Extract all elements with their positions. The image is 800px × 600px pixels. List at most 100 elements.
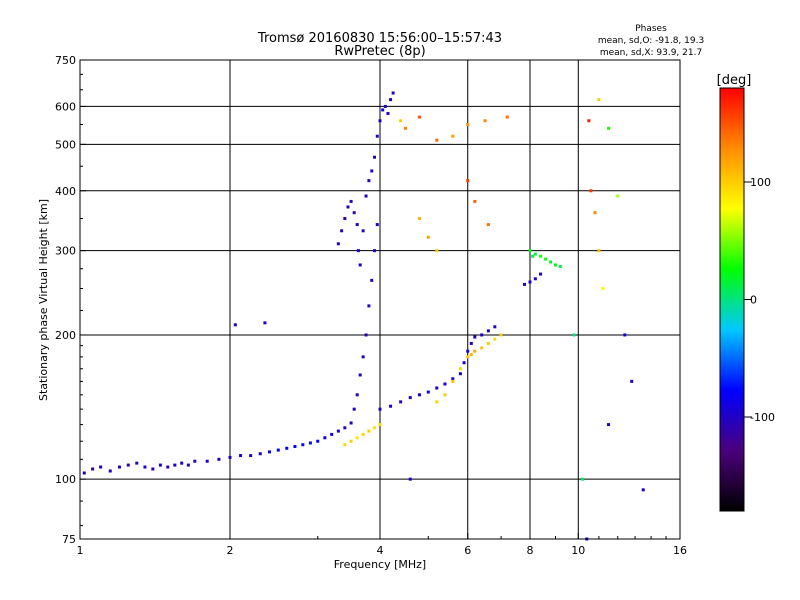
phase-colorbar — [719, 87, 745, 512]
grid-layer — [80, 60, 680, 539]
data-point — [308, 441, 312, 445]
chart-subtitle: RwPretec (8p) — [334, 44, 425, 59]
data-point — [544, 257, 548, 261]
data-point — [493, 325, 497, 329]
data-point — [473, 199, 477, 203]
data-point — [336, 242, 340, 246]
data-point — [158, 463, 162, 467]
x-tick-label: 8 — [527, 544, 534, 557]
data-point — [373, 249, 377, 253]
stats-x-line: mean, sd,X: 93.9, 21.7 — [600, 48, 702, 58]
data-point — [389, 404, 393, 408]
data-point — [355, 393, 359, 397]
data-point — [403, 126, 407, 130]
data-point — [378, 119, 382, 123]
data-point — [528, 249, 532, 253]
data-point — [616, 194, 620, 198]
data-point — [391, 91, 395, 95]
data-point — [352, 407, 356, 411]
data-point — [435, 386, 439, 390]
data-point — [378, 423, 382, 427]
data-point — [466, 179, 470, 183]
data-point — [358, 263, 362, 267]
data-point — [117, 465, 121, 469]
data-point — [466, 123, 470, 127]
data-point — [356, 249, 360, 253]
y-tick-label: 600 — [55, 100, 76, 113]
colorbar-tick-label: 0 — [750, 294, 757, 307]
data-point — [462, 361, 466, 365]
data-point — [249, 454, 253, 458]
colorbar-label: [deg] — [717, 73, 752, 88]
data-point — [451, 379, 455, 383]
data-point — [572, 333, 576, 337]
data-point — [378, 407, 382, 411]
chart-title: Tromsø 20160830 15:56:00–15:57:43 — [257, 31, 502, 46]
data-point — [367, 179, 371, 183]
data-point — [383, 104, 387, 108]
data-point — [293, 444, 297, 448]
data-point — [355, 436, 359, 440]
data-point — [451, 134, 455, 138]
data-point — [641, 488, 645, 492]
data-point — [349, 199, 353, 203]
data-point — [173, 463, 177, 467]
data-point — [458, 367, 462, 371]
data-point — [443, 382, 447, 386]
data-point — [493, 337, 497, 341]
data-point — [263, 321, 267, 325]
data-point — [483, 119, 487, 123]
data-point — [480, 346, 484, 350]
data-point — [539, 272, 543, 276]
data-point — [417, 217, 421, 221]
data-point — [593, 211, 597, 215]
data-point — [399, 119, 403, 123]
data-point — [301, 443, 305, 447]
data-point — [330, 432, 334, 436]
data-point — [370, 278, 374, 282]
data-point — [581, 477, 585, 481]
data-point — [375, 223, 379, 227]
data-point — [316, 439, 320, 443]
data-point — [417, 115, 421, 119]
data-point — [336, 429, 340, 433]
data-point — [451, 377, 455, 381]
data-point — [473, 349, 477, 353]
y-tick-label: 400 — [55, 185, 76, 198]
data-point — [91, 467, 95, 471]
data-point — [597, 249, 601, 253]
data-point — [375, 134, 379, 138]
data-point — [370, 169, 374, 173]
data-point — [108, 469, 112, 473]
data-point — [361, 432, 365, 436]
data-point — [435, 400, 439, 404]
data-point — [166, 465, 170, 469]
data-point — [355, 223, 359, 227]
stats-heading: Phases — [635, 24, 667, 34]
data-point — [82, 471, 86, 475]
data-point — [443, 393, 447, 397]
data-point — [435, 249, 439, 253]
y-tick-label: 300 — [55, 245, 76, 258]
data-point — [469, 341, 473, 345]
data-point — [499, 333, 503, 337]
y-axis: 75 100 200 300 400 500 600 750 — [55, 54, 86, 546]
x-tick-label: 16 — [673, 544, 687, 557]
data-point — [486, 341, 490, 345]
data-point — [186, 463, 190, 467]
data-point — [623, 333, 627, 337]
data-point — [126, 463, 130, 467]
data-point — [528, 280, 532, 284]
data-point — [285, 446, 289, 450]
data-point — [389, 98, 393, 102]
data-point — [364, 194, 368, 198]
data-point — [486, 223, 490, 227]
colorbar-tick-label: 100 — [750, 176, 771, 189]
data-point — [352, 211, 356, 215]
data-point — [364, 333, 368, 337]
data-point — [469, 353, 473, 357]
data-point — [361, 355, 365, 359]
x-tick-label: 4 — [377, 544, 384, 557]
data-point — [343, 217, 347, 221]
